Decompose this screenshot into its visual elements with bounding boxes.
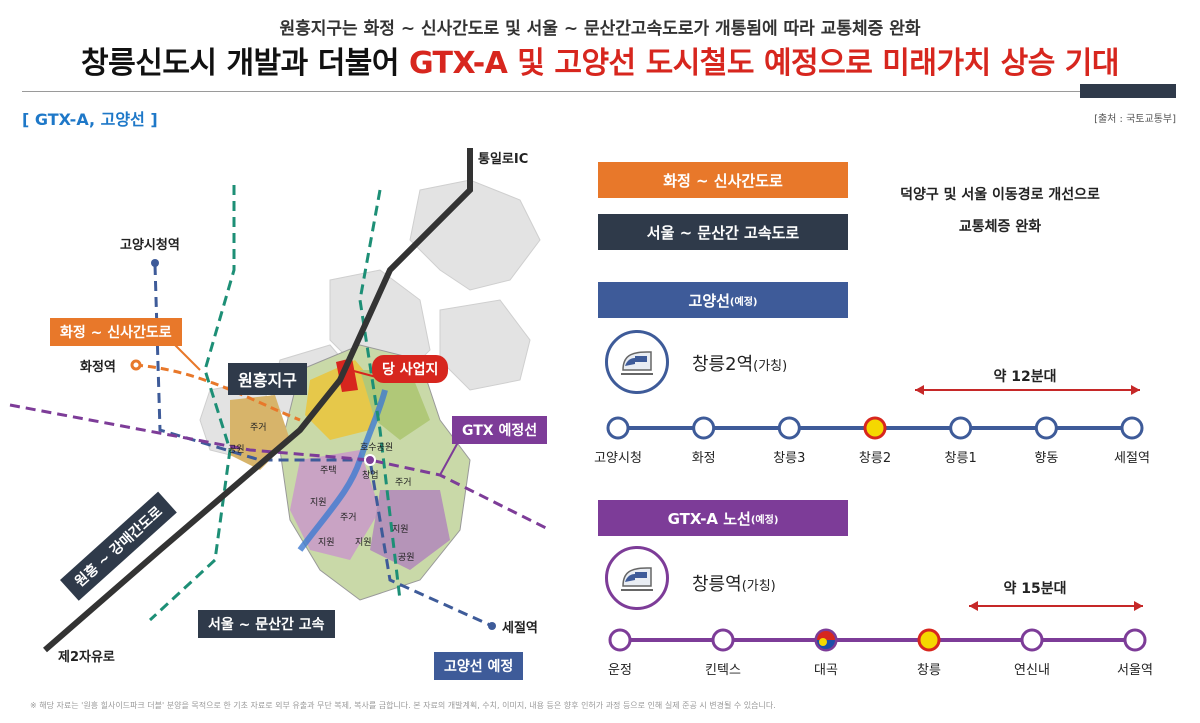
station-label: 연신내 (1014, 663, 1050, 678)
zone-label: 주거 (395, 478, 412, 488)
station-label: 서울역 (1117, 663, 1153, 678)
map-label-sejeol-station: 세절역 (502, 621, 538, 636)
arrow-head-right (1131, 385, 1140, 395)
map-tag-seoul-munsan: 서울 ~ 문산간 고속 (198, 610, 335, 638)
gtx-station-name: 창릉역(가칭) (692, 570, 776, 596)
gtx-duration: 약 15분대 (1003, 581, 1067, 597)
footnote: ※ 해당 자료는 '원흥 힐사이드파크 더블' 분양을 목적으로 한 기초 자료… (30, 701, 776, 710)
gtx-line-title: GTX-A 노선 (667, 509, 751, 528)
hwajeong-sinsa-route (134, 363, 301, 422)
zone-label: 호수공원 (360, 443, 394, 453)
gtx-line-header: GTX-A 노선 (예정) (598, 500, 848, 536)
goyang-station-name-suffix: (가칭) (753, 359, 788, 374)
zone-label: 지원 (310, 498, 327, 508)
page-title: 창릉신도시 개발과 더불어 GTX-A 및 고양선 도시철도 예정으로 미래가치… (0, 38, 1200, 82)
zone-label: 주거 (250, 423, 267, 433)
station-label: 창릉3 (773, 451, 806, 466)
station-node (1120, 416, 1144, 440)
goyang-line-title: 고양선 (688, 291, 730, 310)
title-highlight: GTX-A 및 고양선 도시철도 예정으로 미래가치 상승 기대 (408, 46, 1120, 81)
goyang-line-suffix: (예정) (729, 296, 758, 308)
train-icon-graphic (621, 351, 653, 375)
gtx-line-suffix: (예정) (750, 514, 779, 526)
station-node (863, 416, 887, 440)
transfer-mark-top (817, 631, 835, 640)
station-node (1034, 416, 1058, 440)
goyang-cityhall-dot (151, 259, 159, 267)
zone-label: 창업 (362, 471, 379, 481)
station-label: 세절역 (1114, 451, 1150, 466)
source-note: [출처 : 국토교통부] (1094, 114, 1176, 125)
map-label-goyang-cityhall: 고양시청역 (120, 238, 180, 253)
station-label: 운정 (608, 663, 632, 678)
station-node (917, 628, 941, 652)
station-node (949, 416, 973, 440)
station-node (777, 416, 801, 440)
map-tag-our-site: 당 사업지 (372, 355, 449, 383)
zone-label: 공원 (398, 553, 415, 563)
station-node (711, 628, 735, 652)
goyang-station-name-text: 창릉2역 (692, 354, 754, 375)
station-node (606, 416, 630, 440)
green-dashed-line-2 (358, 189, 402, 601)
legend-road-hwajeong-sinsa: 화정 ~ 신사간도로 (598, 162, 848, 198)
goyang-line-diagram (606, 385, 1144, 440)
transfer-mark-dot (819, 638, 827, 646)
arrow-head-right (1134, 601, 1143, 611)
zone-label: 지원 (318, 538, 335, 548)
header-accent-block (1080, 84, 1176, 98)
hwajeong-station-dot (130, 359, 142, 371)
map-tag-wonheung: 원흥지구 (228, 363, 307, 395)
sejeol-station-dot (488, 622, 496, 630)
zone-label: 주거 (340, 513, 357, 523)
train-icon-graphic (621, 567, 653, 591)
station-label: 대곡 (814, 663, 838, 678)
legend-road-seoul-munsan: 서울 ~ 문산간 고속도로 (598, 214, 848, 250)
station-label: 킨텍스 (705, 663, 741, 678)
train-icon (605, 546, 669, 610)
gtx-station-name-text: 창릉역 (692, 574, 742, 595)
zone-label: 지원 (355, 538, 372, 548)
station-label: 창릉1 (944, 451, 977, 466)
highway-road (43, 148, 473, 653)
map-label-dongilro-ic: 통일로IC (478, 152, 529, 167)
map-tag-gtx-planned: GTX 예정선 (452, 416, 548, 444)
station-node (1123, 628, 1147, 652)
goyang-line-header: 고양선 (예정) (598, 282, 848, 318)
map-label-hwajeong-station: 화정역 (80, 360, 116, 375)
gtx-line-diagram (608, 601, 1147, 652)
station-label: 창릉2 (858, 451, 892, 466)
zone-label: 지원 (392, 525, 409, 535)
road-info-line2: 교통체증 완화 (958, 219, 1042, 235)
station-node (1020, 628, 1044, 652)
map-drawing (9, 148, 551, 653)
arrow-head-left (969, 601, 978, 611)
goyang-duration: 약 12분대 (993, 369, 1057, 385)
gtx-station-name-suffix: (가칭) (741, 579, 776, 594)
gtx-route (9, 403, 551, 532)
zone-label: 주택 (320, 466, 337, 476)
zone-label: 공원 (228, 445, 245, 455)
arrow-head-left (915, 385, 924, 395)
green-dashed-line (148, 185, 236, 622)
station-label: 화정 (691, 451, 716, 466)
goyang-station-name: 창릉2역(가칭) (692, 350, 787, 376)
station-label: 고양시청 (594, 451, 642, 466)
header-divider (22, 91, 1080, 92)
station-label: 향동 (1034, 451, 1059, 466)
map-label-jayuro: 제2자유로 (58, 650, 115, 665)
station-label: 창릉 (917, 663, 941, 678)
section-label: [ GTX-A, 고양선 ] (22, 110, 158, 129)
page-subtitle: 원흥지구는 화정 ~ 신사간도로 및 서울 ~ 문산간고속도로가 개통됨에 따라… (279, 19, 921, 39)
map-tag-hwajeong-sinsa: 화정 ~ 신사간도로 (50, 318, 182, 346)
site-station-dot (364, 454, 376, 466)
title-main: 창릉신도시 개발과 더불어 (81, 46, 409, 81)
map-tag-goyang-line: 고양선 예정 (434, 652, 524, 680)
station-node (692, 416, 716, 440)
station-node (608, 628, 632, 652)
goyang-line-route (153, 264, 491, 627)
site-map: 통일로IC 고양시청역 화정 ~ 신사간도로 화정역 원흥지구 당 사업지 GT… (0, 130, 580, 700)
train-icon (605, 330, 669, 394)
road-info-line1: 덕양구 및 서울 이동경로 개선으로 (900, 187, 1100, 203)
